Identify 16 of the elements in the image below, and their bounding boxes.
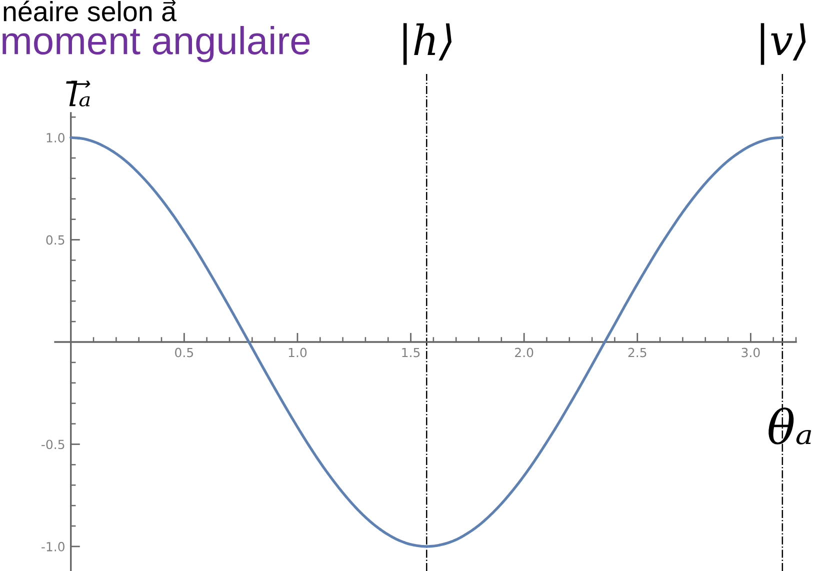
ref-line-label: |v⟩ [760,23,806,65]
ref-line-label: |h⟩ [403,23,452,65]
x-tick-label: 2.5 [628,348,646,358]
y-tick-label: 1.0 [46,133,64,142]
x-tick-label: 0.5 [175,348,194,358]
x-tick-label: 1.5 [402,348,420,358]
y-tick-label: -0.5 [42,440,64,450]
x-tick-label: 3.0 [742,348,760,358]
x-axis-title: θₐ [768,408,812,444]
x-tick-label: 2.0 [515,348,534,358]
y-axis-title: l̄ₐ⃗ [66,80,90,106]
y-tick-label: -1.0 [42,542,64,552]
text: moment angulaire [2,26,310,62]
text: néaire selon a⃗ [4,0,177,22]
x-tick-label: 1.0 [288,348,307,358]
y-tick-label: 0.5 [46,235,64,245]
